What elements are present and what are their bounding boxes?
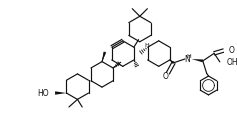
Text: O: O [163,73,169,81]
Polygon shape [170,60,174,64]
Polygon shape [102,52,106,62]
Polygon shape [55,91,66,95]
Text: OH: OH [226,58,237,67]
Text: N: N [184,54,190,64]
Text: HO: HO [37,89,49,98]
Text: H: H [186,54,191,59]
Text: O: O [228,46,234,55]
Polygon shape [191,59,203,62]
Text: H: H [144,43,149,48]
